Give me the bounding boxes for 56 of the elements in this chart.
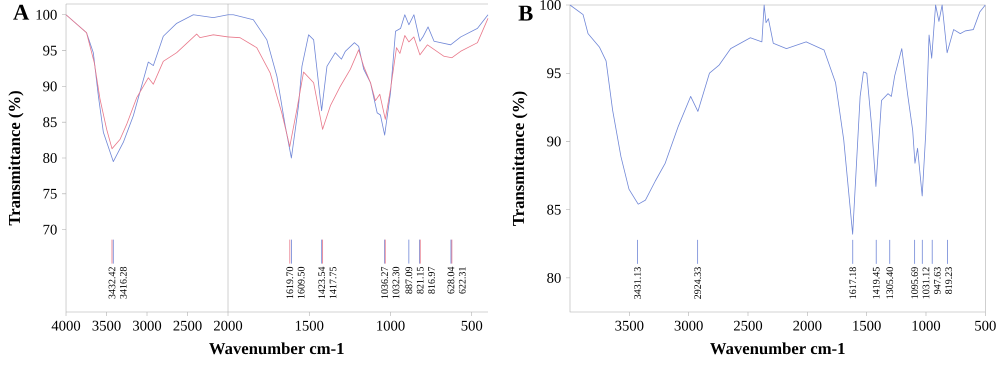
- y-tick-label: 90: [547, 136, 561, 146]
- x-tick-label: 2000: [793, 320, 822, 331]
- y-tick-label: 80: [43, 153, 57, 163]
- x-axis-title: Wavenumber cm-1: [710, 342, 845, 354]
- x-tick-label: 2500: [173, 320, 202, 331]
- ref-line-label: 887.09: [405, 266, 412, 294]
- y-tick-label: 80: [547, 272, 561, 283]
- x-tick-label: 3500: [92, 320, 121, 331]
- ref-line-label: 628.04: [448, 266, 454, 294]
- x-tick-label: 500: [975, 320, 996, 331]
- ref-line-label: 1095.69: [911, 267, 918, 298]
- x-tick-label: 1000: [912, 320, 940, 331]
- ref-line-label: 1031.12: [922, 267, 930, 298]
- ref-line-label: 3432.42: [108, 267, 116, 299]
- y-tick-label: 95: [547, 68, 561, 78]
- x-tick-label: 3000: [133, 320, 162, 331]
- ref-line-label: 1609.50: [298, 266, 305, 298]
- x-tick-label: 2500: [734, 320, 762, 331]
- ref-line-label: 2924.33: [694, 267, 702, 299]
- x-tick-label: 3500: [615, 320, 644, 331]
- y-tick-label: 100: [36, 10, 57, 20]
- ref-line-label: 622.31: [458, 267, 466, 294]
- x-tick-label: 1500: [853, 320, 881, 331]
- y-tick-label: 100: [540, 0, 561, 10]
- ref-line-label: 1419.45: [872, 267, 880, 298]
- y-axis-title: Transmittance (%): [8, 91, 24, 226]
- ref-line-label: 1305.40: [886, 267, 894, 298]
- ref-line-label: 1036.27: [381, 266, 388, 298]
- y-tick-label: 85: [43, 117, 57, 128]
- x-axis-title: Wavenumber cm-1: [209, 342, 344, 354]
- x-tick-label: 1500: [296, 320, 324, 331]
- y-tick-label: 70: [44, 224, 57, 235]
- ref-line-label: 1417.75: [330, 266, 336, 298]
- y-axis-title: Transmittance (%): [512, 92, 528, 226]
- x-tick-label: 2000: [214, 320, 242, 331]
- y-tick-label: 90: [43, 81, 57, 92]
- line-series: [570, 4, 986, 235]
- ref-line-label: 816.97: [428, 266, 435, 294]
- x-tick-label: 3000: [674, 320, 703, 331]
- y-tick-label: 75: [44, 188, 57, 199]
- x-tick-label: 1000: [377, 320, 405, 331]
- y-tick-label: 95: [43, 46, 57, 56]
- ref-line-label: 947.63: [934, 267, 941, 294]
- ref-line-label: 819.23: [945, 267, 952, 294]
- chart-title: B: [518, 6, 533, 21]
- ref-line-label: 1617.18: [849, 267, 856, 298]
- x-tick-label: 4000: [52, 320, 80, 331]
- ref-line-label: 3431.13: [634, 267, 641, 299]
- ref-line-label: 3416.28: [120, 266, 127, 299]
- ref-line-label: 1423.54: [318, 266, 326, 298]
- chart-title: A: [13, 4, 30, 20]
- ref-line-label: 1619.70: [286, 266, 294, 298]
- y-tick-label: 85: [547, 204, 561, 215]
- ref-line-label: 1032.30: [392, 266, 400, 298]
- x-tick-label: 500: [462, 320, 482, 331]
- ref-line-label: 821.15: [416, 266, 424, 294]
